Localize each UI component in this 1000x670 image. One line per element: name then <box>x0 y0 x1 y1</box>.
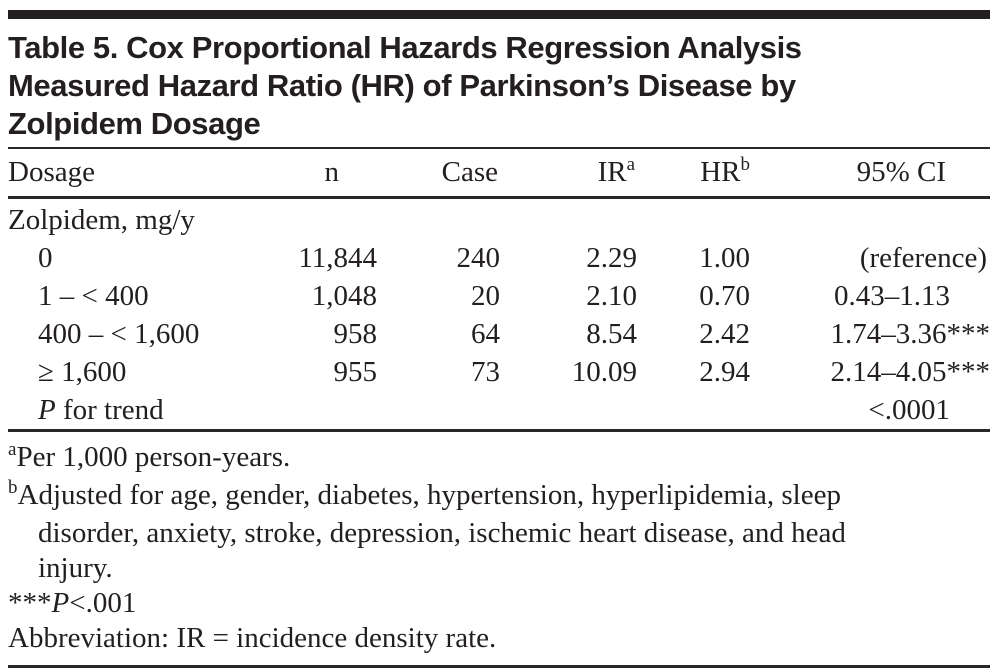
footnote: bAdjusted for age, gender, diabetes, hyp… <box>8 477 990 586</box>
significance-asterisks: *** <box>946 318 991 350</box>
cell-dosage: ≥ 1,600 <box>38 356 127 388</box>
cell-n: 955 <box>333 356 378 388</box>
cell-case: 240 <box>456 242 501 274</box>
cell-case: 20 <box>471 280 500 312</box>
footnote-marker: a <box>8 439 17 460</box>
cell-case <box>377 198 500 240</box>
footnote-line: injury. <box>38 552 113 584</box>
cell-dosage: P for trend <box>38 394 164 426</box>
cell-ci: 2.14–4.05*** <box>830 356 991 388</box>
footnote: aPer 1,000 person-years. <box>8 439 990 478</box>
cell-ci: <.0001 <box>868 394 950 426</box>
cell-n: 958 <box>333 318 378 350</box>
cell-n <box>280 198 377 240</box>
cell-ci: (reference) <box>859 242 987 274</box>
table-title: Table 5. Cox Proportional Hazards Regres… <box>8 29 990 143</box>
footnote-marker: b <box>8 477 18 498</box>
column-header-n: n <box>280 147 377 199</box>
table-row: 0 11,844 240 2.29 1.00 (reference) <box>8 239 990 277</box>
header-footnote-marker: a <box>626 154 635 175</box>
cell-case: 73 <box>471 356 500 388</box>
cell-ir <box>500 198 637 240</box>
column-header-ir: IRa <box>500 147 637 199</box>
cell-hr: 0.70 <box>699 280 750 312</box>
column-header-case: Case <box>377 147 500 199</box>
table-title-line: Zolpidem Dosage <box>8 106 261 141</box>
significance-asterisks: *** <box>946 356 991 388</box>
cell-dosage: 400 – < 1,600 <box>38 318 200 350</box>
cell-hr: 1.00 <box>699 242 750 274</box>
table-row: Zolpidem, mg/y <box>8 198 990 240</box>
table-row: 1 – < 400 1,048 20 2.10 0.70 0.43–1.13 <box>8 277 990 315</box>
cell-ci <box>750 198 990 240</box>
column-header-ci: 95% CI <box>750 147 990 199</box>
cell-ir: 2.29 <box>586 242 637 274</box>
title-top-bar <box>8 10 990 19</box>
footnote: Abbreviation: IR = incidence density rat… <box>8 621 990 656</box>
table-row: P for trend <.0001 <box>8 391 990 431</box>
cell-dosage: 1 – < 400 <box>38 280 149 312</box>
column-header-dosage: Dosage <box>8 147 280 199</box>
cell-ir: 10.09 <box>571 356 637 388</box>
cell-hr <box>637 391 750 431</box>
footnote-line: ***P<.001 <box>8 587 137 619</box>
footnote: ***P<.001 <box>8 586 990 621</box>
cell-n: 11,844 <box>298 242 377 274</box>
footnote-line: aPer 1,000 person-years. <box>8 439 291 473</box>
header-footnote-marker: b <box>740 154 751 175</box>
italic-p: P <box>38 394 56 426</box>
footnotes: aPer 1,000 person-years. bAdjusted for ag… <box>8 439 990 656</box>
table-row: 400 – < 1,600 958 64 8.54 2.42 1.74–3.36*** <box>8 315 990 353</box>
cell-hr: 2.42 <box>699 318 750 350</box>
cell-ci: 1.74–3.36*** <box>830 318 991 350</box>
italic-p: P <box>51 587 70 619</box>
footnote-line: disorder, anxiety, stroke, depression, i… <box>38 517 846 549</box>
cell-ci: 0.43–1.13 <box>834 280 950 312</box>
cell-hr: 2.94 <box>699 356 750 388</box>
cell-dosage: Zolpidem, mg/y <box>8 204 195 236</box>
column-header-hr: HRb <box>637 147 751 199</box>
bottom-rule <box>8 665 990 668</box>
cell-case <box>377 391 500 431</box>
cell-ir: 8.54 <box>586 318 637 350</box>
cell-ir: 2.10 <box>586 280 637 312</box>
table-title-line: Table 5. Cox Proportional Hazards Regres… <box>8 30 802 65</box>
cell-case: 64 <box>471 318 500 350</box>
footnote-marker: *** <box>8 587 52 619</box>
cell-dosage: 0 <box>38 242 53 274</box>
cell-n <box>280 391 377 431</box>
header-row: Dosage n Case IRa HRb 95% CI <box>8 147 990 199</box>
cell-ir <box>500 391 637 431</box>
table-row: ≥ 1,600 955 73 10.09 2.94 2.14–4.05*** <box>8 353 990 391</box>
data-table: Dosage n Case IRa HRb 95% CI Zolpidem, mg/y 0 1… <box>8 147 990 432</box>
table-title-line: Measured Hazard Ratio (HR) of Parkinson’… <box>8 68 796 103</box>
cell-n: 1,048 <box>311 280 377 312</box>
cell-hr <box>637 198 750 240</box>
table-body: Zolpidem, mg/y 0 11,844 240 2.29 1.00 (referen… <box>8 198 990 431</box>
footnote-line: Abbreviation: IR = incidence density rat… <box>8 622 497 654</box>
footnote-line: bAdjusted for age, gender, diabetes, hyp… <box>8 477 841 511</box>
